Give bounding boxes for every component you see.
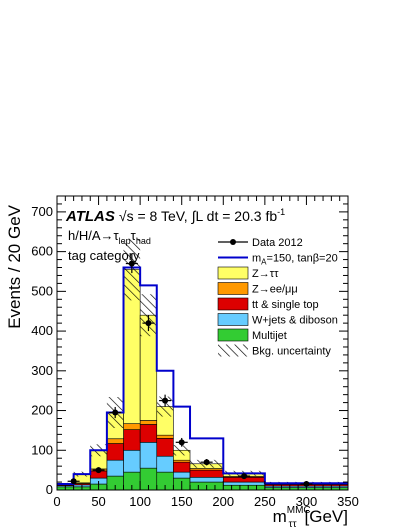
y-tick-label: 0 bbox=[46, 482, 53, 497]
bar-tt-single-top-bin-7 bbox=[173, 461, 191, 473]
legend-data-label: Data 2012 bbox=[252, 237, 303, 249]
bar-w-jets-diboson-bin-7 bbox=[173, 471, 191, 479]
data-point bbox=[241, 473, 248, 480]
bar-tt-single-top-bin-5 bbox=[139, 424, 158, 443]
x-tick-label: 350 bbox=[337, 494, 359, 509]
data-point bbox=[162, 397, 169, 404]
bar-w-jets-diboson-bin-9 bbox=[222, 481, 266, 486]
data-points bbox=[67, 254, 313, 488]
axis-ticks: 0 50 100 150 200 250 300 350 0 100 200 300 400 500 600… bbox=[31, 195, 359, 509]
legend-data-marker bbox=[230, 239, 236, 245]
legend-uncertainty-label: Bkg. uncertainty bbox=[252, 346, 331, 358]
data-point bbox=[128, 260, 135, 267]
legend-signal-label: mA=150, tanβ=20 bbox=[252, 253, 338, 267]
atlas-label: ATLAS √s = 8 TeV, ∫L dt = 20.3 fb-1 bbox=[65, 207, 285, 225]
data-point bbox=[145, 320, 152, 327]
y-tick-label: 400 bbox=[31, 323, 53, 338]
y-tick-label: 600 bbox=[31, 244, 53, 259]
data-point bbox=[95, 467, 102, 474]
bar-w-jets-diboson-bin-8 bbox=[189, 476, 224, 483]
x-tick-label: 50 bbox=[91, 494, 105, 509]
y-axis-label: Events / 20 GeV bbox=[5, 204, 24, 328]
bar-tt-single-top-bin-3 bbox=[106, 443, 124, 461]
x-tick-label: 200 bbox=[212, 494, 234, 509]
legend-label: W+jets & diboson bbox=[252, 315, 338, 327]
bar-tt-single-top-bin-4 bbox=[123, 429, 141, 451]
x-tick-label: 100 bbox=[129, 494, 151, 509]
bar-w-jets-diboson-bin-5 bbox=[139, 442, 158, 469]
data-point bbox=[178, 439, 185, 446]
x-tick-label: 0 bbox=[53, 494, 60, 509]
legend-swatch bbox=[217, 266, 249, 280]
signal-line bbox=[57, 266, 348, 486]
process-label: h/H/A→τlepτhad bbox=[68, 228, 151, 246]
legend-swatch bbox=[217, 313, 249, 326]
legend: Data 2012 mA=150, tanβ=20Z→ττ Z→ee/μμ tt & … bbox=[217, 237, 338, 358]
y-tick-label: 300 bbox=[31, 363, 53, 378]
legend-swatch bbox=[217, 282, 249, 295]
legend-uncertainty-swatch bbox=[218, 344, 248, 357]
bar-z-ee--bin-3 bbox=[106, 438, 124, 444]
uncertainty-band bbox=[57, 238, 348, 486]
y-tick-label: 700 bbox=[31, 204, 53, 219]
data-point bbox=[112, 409, 119, 416]
signal-histogram bbox=[57, 266, 348, 486]
uncertainty-bin-7 bbox=[173, 445, 191, 456]
bar-w-jets-diboson-bin-6 bbox=[156, 455, 174, 473]
x-tick-label: 250 bbox=[254, 494, 276, 509]
data-point bbox=[203, 459, 210, 466]
x-tick-label: 150 bbox=[171, 494, 193, 509]
category-label: tag category bbox=[68, 248, 140, 263]
legend-swatch bbox=[217, 297, 249, 311]
y-tick-label: 100 bbox=[31, 442, 53, 457]
bar-z-ee--bin-4 bbox=[123, 423, 141, 430]
legend-swatch bbox=[217, 328, 249, 342]
bar-w-jets-diboson-bin-3 bbox=[106, 459, 124, 477]
plot-frame bbox=[56, 195, 349, 491]
legend-label: Z→ee/μμ bbox=[252, 284, 298, 296]
bar-z-ee--bin-5 bbox=[139, 420, 158, 425]
x-axis-label: mMMC ττ [GeV] bbox=[273, 505, 348, 527]
bar-multijet-bin-9 bbox=[222, 484, 266, 491]
bar-tt-single-top-bin-8 bbox=[189, 469, 224, 478]
legend-label: Z→ττ bbox=[252, 268, 279, 280]
y-tick-label: 200 bbox=[31, 403, 53, 418]
bar-tt-single-top-bin-6 bbox=[156, 438, 174, 457]
x-tick-label: 300 bbox=[296, 494, 318, 509]
data-point bbox=[70, 478, 77, 485]
legend-label: tt & single top bbox=[252, 299, 319, 311]
bar-w-jets-diboson-bin-4 bbox=[123, 449, 141, 473]
legend-label: Multijet bbox=[252, 330, 287, 342]
bar-z-ee--bin-6 bbox=[156, 434, 174, 439]
y-tick-label: 500 bbox=[31, 283, 53, 298]
